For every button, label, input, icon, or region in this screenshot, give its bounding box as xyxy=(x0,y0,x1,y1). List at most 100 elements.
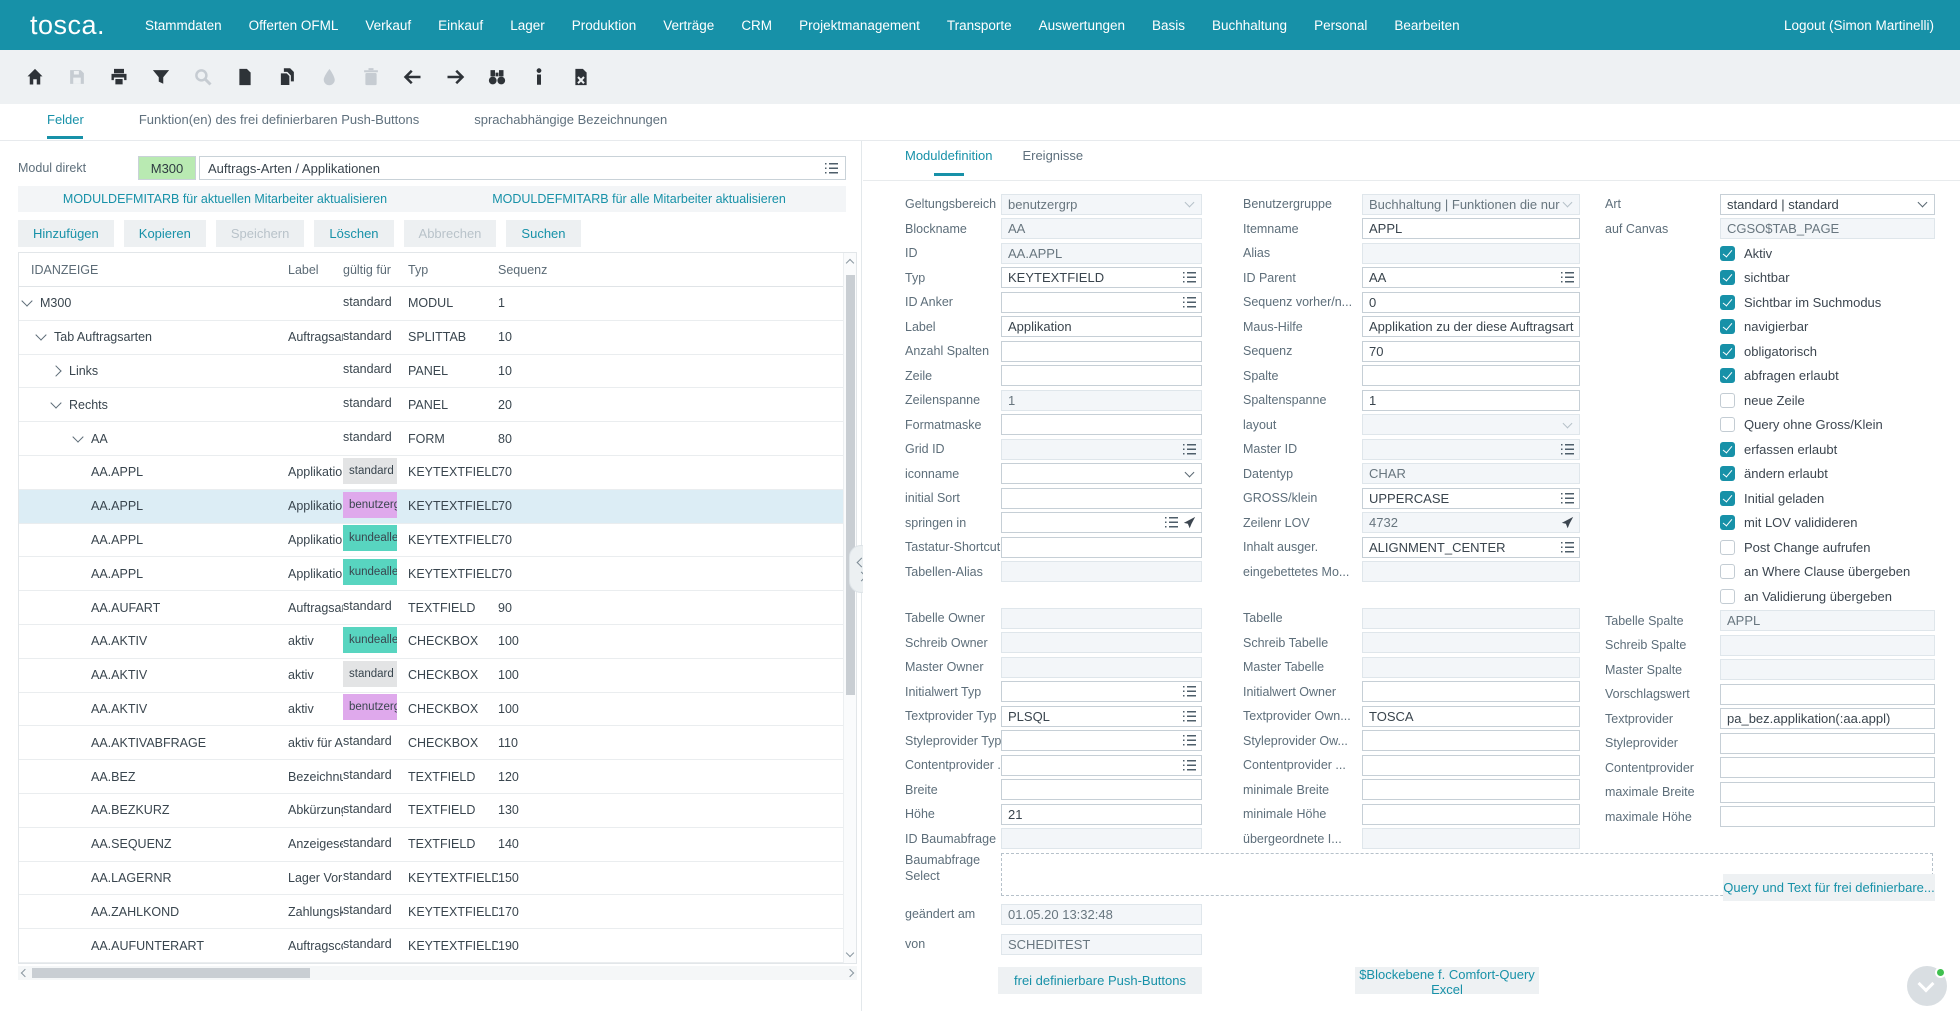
table-row[interactable]: AA.AUFART Auftragsart-Nr. standard TEXTF… xyxy=(19,591,843,625)
table-row[interactable]: AA standard FORM 80 xyxy=(19,422,843,456)
field-input[interactable] xyxy=(1363,731,1579,751)
lov-icon[interactable] xyxy=(1183,296,1196,308)
form-input[interactable] xyxy=(1362,607,1580,629)
form-input[interactable] xyxy=(1362,389,1580,411)
form-input[interactable] xyxy=(1720,218,1935,240)
tree-toggle-icon[interactable] xyxy=(50,397,62,409)
checkbox[interactable] xyxy=(1720,319,1735,335)
field-input[interactable] xyxy=(1363,657,1579,677)
form-input[interactable] xyxy=(1001,463,1202,485)
form-input[interactable] xyxy=(1001,340,1202,362)
menu-item[interactable]: Offerten OFML xyxy=(248,17,339,33)
vertical-scrollbar[interactable] xyxy=(843,253,856,963)
menu-item[interactable]: Produktion xyxy=(571,17,637,33)
field-input[interactable] xyxy=(1363,194,1564,214)
menu-item[interactable]: Auswertungen xyxy=(1038,17,1125,33)
column-header-idanzeige[interactable]: IDANZEIGE xyxy=(31,262,99,277)
checkbox[interactable] xyxy=(1720,270,1735,286)
push-buttons-button[interactable]: frei definierbare Push-Buttons xyxy=(998,967,1202,994)
form-input[interactable] xyxy=(1001,414,1202,436)
form-input[interactable] xyxy=(1720,610,1935,632)
table-row[interactable]: Links standard PANEL 10 xyxy=(19,354,843,389)
filter-icon[interactable] xyxy=(150,67,171,88)
checkbox[interactable] xyxy=(1720,392,1735,408)
column-header-sequenz[interactable]: Sequenz xyxy=(498,262,548,277)
menu-item[interactable]: Bearbeiten xyxy=(1394,17,1460,33)
form-input[interactable] xyxy=(1001,681,1202,703)
field-input[interactable] xyxy=(1721,807,1934,827)
menu-item[interactable]: Personal xyxy=(1314,17,1368,33)
lov-icon[interactable] xyxy=(1165,517,1178,529)
field-input[interactable] xyxy=(1721,709,1934,729)
form-input[interactable] xyxy=(1362,267,1580,289)
field-input[interactable] xyxy=(1002,731,1183,751)
crud-button[interactable]: Suchen xyxy=(506,220,581,247)
checkbox[interactable] xyxy=(1720,515,1735,531)
field-input[interactable] xyxy=(1363,706,1579,726)
form-input[interactable] xyxy=(1362,193,1580,215)
menu-item[interactable]: Lager xyxy=(510,17,545,33)
chevron-down-icon[interactable] xyxy=(1184,467,1195,478)
lov-icon[interactable] xyxy=(1183,686,1196,698)
table-row[interactable]: AA.APPL Applikation standard KEYTEXTFIEL… xyxy=(19,455,843,490)
new-document-icon[interactable] xyxy=(234,67,255,88)
chevron-down-icon[interactable] xyxy=(1184,197,1195,208)
menu-item[interactable]: Basis xyxy=(1151,17,1185,33)
field-input[interactable] xyxy=(1002,633,1201,653)
table-row[interactable]: AA.APPL Applikation kundealle KEYTEXTFIE… xyxy=(19,523,843,558)
field-input[interactable] xyxy=(1363,829,1579,849)
copy-icon[interactable] xyxy=(276,67,297,88)
lov-icon[interactable] xyxy=(1561,492,1574,504)
form-input[interactable] xyxy=(1362,512,1580,534)
lov-icon[interactable] xyxy=(825,162,838,174)
field-input[interactable] xyxy=(1363,390,1579,410)
form-input[interactable] xyxy=(1001,828,1202,850)
field-input[interactable] xyxy=(1721,782,1934,802)
field-input[interactable] xyxy=(1363,341,1579,361)
vertical-scrollbar-thumb[interactable] xyxy=(846,275,855,695)
field-input[interactable] xyxy=(1721,660,1934,680)
home-icon[interactable] xyxy=(24,67,45,88)
form-input[interactable] xyxy=(1362,487,1580,509)
table-row[interactable]: AA.BEZKURZ Abkürzung standard TEXTFIELD … xyxy=(19,793,843,828)
lov-icon[interactable] xyxy=(1183,443,1196,455)
field-input[interactable] xyxy=(1002,292,1183,312)
field-input[interactable] xyxy=(1002,415,1201,435)
field-input[interactable] xyxy=(1363,537,1561,557)
checkbox[interactable] xyxy=(1720,417,1735,433)
checkbox[interactable] xyxy=(1720,564,1735,580)
checkbox[interactable] xyxy=(1720,294,1735,310)
table-row[interactable]: AA.APPL Applikation benutzergrp KEYTEXTF… xyxy=(19,489,843,524)
field-input[interactable] xyxy=(1002,804,1201,824)
form-input[interactable] xyxy=(1001,291,1202,313)
menu-item[interactable]: Stammdaten xyxy=(145,17,222,33)
form-input[interactable] xyxy=(1362,536,1580,558)
form-input[interactable] xyxy=(1362,828,1580,850)
form-input[interactable] xyxy=(1362,803,1580,825)
field-input[interactable] xyxy=(1721,635,1934,655)
table-row[interactable]: AA.AKTIV aktiv kundealle CHECKBOX 100 xyxy=(19,624,843,659)
checkbox[interactable] xyxy=(1720,343,1735,359)
field-input[interactable] xyxy=(1363,219,1579,239)
field-input[interactable] xyxy=(1002,755,1183,775)
navigate-icon[interactable] xyxy=(1183,516,1196,529)
checkbox[interactable] xyxy=(1720,441,1735,457)
lov-icon[interactable] xyxy=(1183,710,1196,722)
form-input[interactable] xyxy=(1720,659,1935,681)
menu-item[interactable]: Verkauf xyxy=(365,17,412,33)
form-input[interactable] xyxy=(1001,242,1202,264)
lov-icon[interactable] xyxy=(1561,443,1574,455)
crud-button[interactable]: Kopieren xyxy=(123,220,206,247)
app-logo[interactable]: tosca. xyxy=(30,9,106,40)
checkbox[interactable] xyxy=(1720,490,1735,506)
form-input[interactable] xyxy=(1362,463,1580,485)
chevron-down-icon[interactable] xyxy=(1562,418,1573,429)
table-row[interactable]: Rechts standard PANEL 20 xyxy=(19,388,843,423)
tree-toggle-icon[interactable] xyxy=(21,296,33,308)
menu-item[interactable]: CRM xyxy=(741,17,773,33)
table-row[interactable]: Tab Auftragsarten Auftragsarten standard… xyxy=(19,320,843,355)
field-input[interactable] xyxy=(1721,194,1919,214)
scroll-down-icon[interactable] xyxy=(845,948,855,958)
tab[interactable]: Felder xyxy=(47,112,84,139)
lov-icon[interactable] xyxy=(1183,272,1196,284)
